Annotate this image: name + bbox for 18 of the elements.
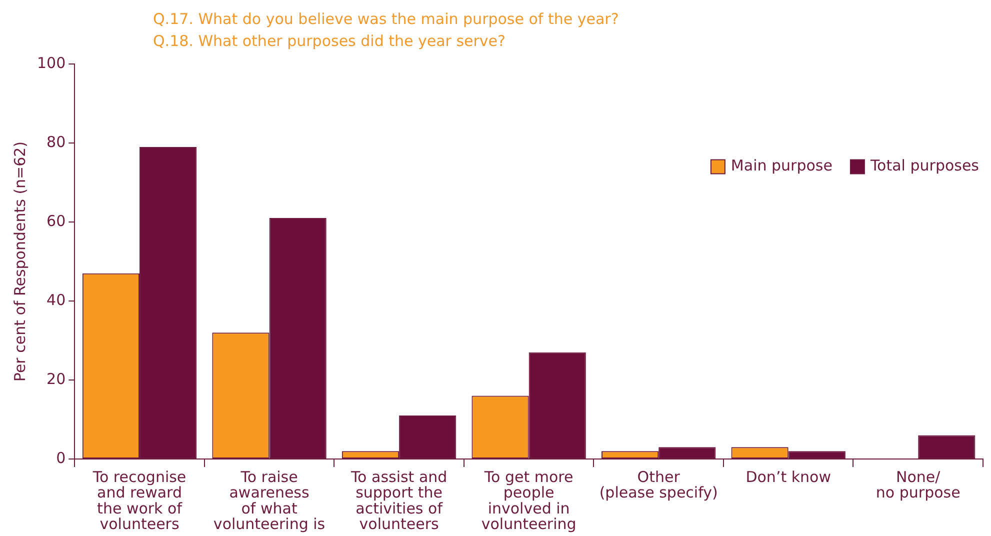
x-tick-label: To raise awareness of what volunteering is <box>213 468 326 534</box>
x-tick-label: To assist and support the activities of volunteers <box>350 468 448 534</box>
y-tick-label: 60 <box>46 212 66 230</box>
x-tick-label: Other (please specify) <box>599 468 718 502</box>
chart-title: Q.17. What do you believe was the main purpose of the year? <box>153 9 619 30</box>
legend-label: Total purposes <box>869 156 980 175</box>
y-tick-label: 20 <box>46 370 66 388</box>
chart-subtitle: Q.18. What other purposes did the year serve? <box>153 31 506 52</box>
x-tick-label: To get more people involved in volunteering <box>481 468 576 534</box>
y-axis-title: Per cent of Respondents (n=62) <box>10 141 29 382</box>
y-tick-label: 40 <box>46 290 66 309</box>
x-tick-label: To recognise and reward the work of volunteers <box>92 468 186 534</box>
y-tick-label: 80 <box>46 132 66 151</box>
legend-label: Main purpose <box>730 156 832 175</box>
x-tick-label: Don’t know <box>746 468 831 486</box>
y-tick-label: 100 <box>36 54 66 72</box>
y-tick-label: 0 <box>56 448 66 467</box>
x-tick-label: None/ no purpose <box>876 468 960 502</box>
